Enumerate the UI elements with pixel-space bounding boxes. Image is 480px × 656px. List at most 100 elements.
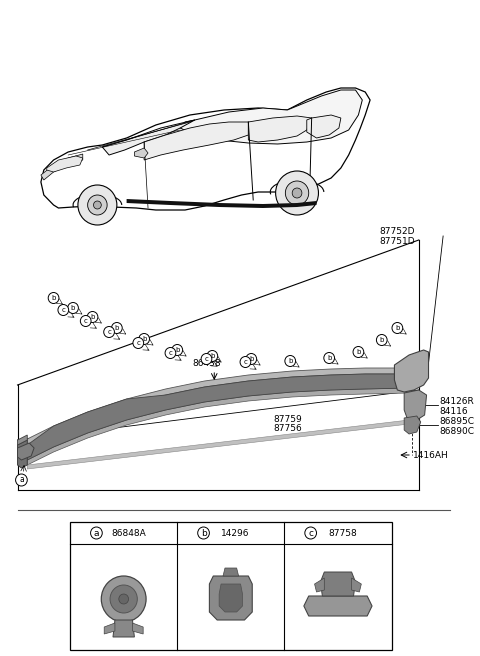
Polygon shape	[127, 199, 316, 208]
Circle shape	[78, 185, 117, 225]
Polygon shape	[144, 122, 248, 160]
Polygon shape	[18, 443, 34, 460]
Polygon shape	[219, 584, 242, 612]
Circle shape	[292, 188, 302, 198]
Circle shape	[198, 527, 209, 539]
Circle shape	[110, 585, 137, 613]
Circle shape	[91, 527, 102, 539]
Circle shape	[87, 312, 98, 323]
Text: c: c	[136, 340, 140, 346]
Polygon shape	[18, 435, 27, 445]
Text: b: b	[51, 295, 56, 301]
Text: 86895C: 86895C	[439, 417, 474, 426]
Text: b: b	[142, 336, 146, 342]
Polygon shape	[27, 420, 409, 469]
Text: c: c	[61, 307, 65, 313]
Text: c: c	[243, 359, 247, 365]
Circle shape	[80, 316, 91, 327]
Text: a: a	[19, 476, 24, 485]
Polygon shape	[209, 576, 252, 620]
Text: b: b	[115, 325, 119, 331]
Text: 87756: 87756	[273, 424, 301, 433]
Circle shape	[201, 354, 212, 365]
Text: b: b	[90, 314, 95, 320]
Circle shape	[119, 594, 129, 604]
Text: b: b	[175, 347, 180, 353]
Text: b: b	[380, 337, 384, 343]
Polygon shape	[351, 578, 361, 592]
Polygon shape	[104, 623, 115, 634]
Circle shape	[392, 323, 403, 333]
Circle shape	[68, 302, 78, 314]
Circle shape	[58, 304, 69, 316]
Text: b: b	[71, 305, 75, 311]
Circle shape	[285, 181, 309, 205]
Polygon shape	[395, 350, 429, 392]
Circle shape	[376, 335, 387, 346]
Polygon shape	[404, 390, 427, 420]
Text: 14296: 14296	[221, 529, 250, 537]
Polygon shape	[102, 120, 195, 155]
Text: 1416AH: 1416AH	[413, 451, 449, 459]
Text: 87759: 87759	[273, 415, 301, 424]
Circle shape	[101, 576, 146, 622]
Circle shape	[104, 327, 114, 337]
Circle shape	[111, 323, 122, 333]
Circle shape	[246, 354, 257, 365]
Text: 87758: 87758	[328, 529, 357, 537]
Polygon shape	[113, 620, 134, 637]
Polygon shape	[321, 572, 356, 596]
Circle shape	[15, 474, 27, 486]
Polygon shape	[41, 154, 83, 180]
Circle shape	[88, 195, 107, 215]
Text: b: b	[201, 529, 206, 537]
Circle shape	[172, 344, 182, 356]
Text: b: b	[395, 325, 399, 331]
Text: 87752D: 87752D	[380, 228, 415, 237]
Circle shape	[353, 346, 364, 358]
Text: c: c	[204, 356, 208, 362]
Text: c: c	[107, 329, 111, 335]
Polygon shape	[307, 115, 341, 138]
Text: 84116: 84116	[439, 407, 468, 417]
Text: 86848A: 86848A	[111, 529, 146, 537]
Polygon shape	[27, 374, 409, 460]
Polygon shape	[314, 578, 324, 592]
Circle shape	[139, 333, 149, 344]
Text: c: c	[308, 529, 313, 537]
Text: 84126R: 84126R	[439, 398, 474, 407]
Text: 86890C: 86890C	[439, 428, 474, 436]
Polygon shape	[18, 440, 27, 468]
Text: b: b	[210, 353, 215, 359]
Text: c: c	[168, 350, 172, 356]
Polygon shape	[248, 116, 312, 142]
Polygon shape	[223, 568, 239, 576]
Text: 86438: 86438	[192, 359, 221, 368]
Text: b: b	[356, 349, 360, 355]
Circle shape	[207, 350, 217, 361]
Circle shape	[305, 527, 316, 539]
Polygon shape	[404, 416, 421, 434]
Circle shape	[94, 201, 101, 209]
Polygon shape	[304, 596, 372, 616]
Circle shape	[133, 337, 144, 348]
Text: a: a	[94, 529, 99, 537]
Circle shape	[48, 293, 59, 304]
Polygon shape	[47, 156, 83, 172]
Polygon shape	[134, 148, 148, 158]
Circle shape	[276, 171, 318, 215]
Polygon shape	[180, 90, 362, 144]
Polygon shape	[41, 88, 370, 210]
Circle shape	[324, 352, 335, 363]
Polygon shape	[27, 367, 409, 445]
Text: c: c	[84, 318, 88, 324]
Circle shape	[165, 348, 176, 358]
Polygon shape	[132, 623, 143, 634]
Circle shape	[285, 356, 296, 367]
Text: b: b	[249, 356, 253, 362]
Text: b: b	[327, 355, 331, 361]
Text: 87751D: 87751D	[380, 237, 416, 247]
Polygon shape	[27, 388, 409, 465]
Circle shape	[240, 356, 251, 367]
Text: b: b	[288, 358, 292, 364]
